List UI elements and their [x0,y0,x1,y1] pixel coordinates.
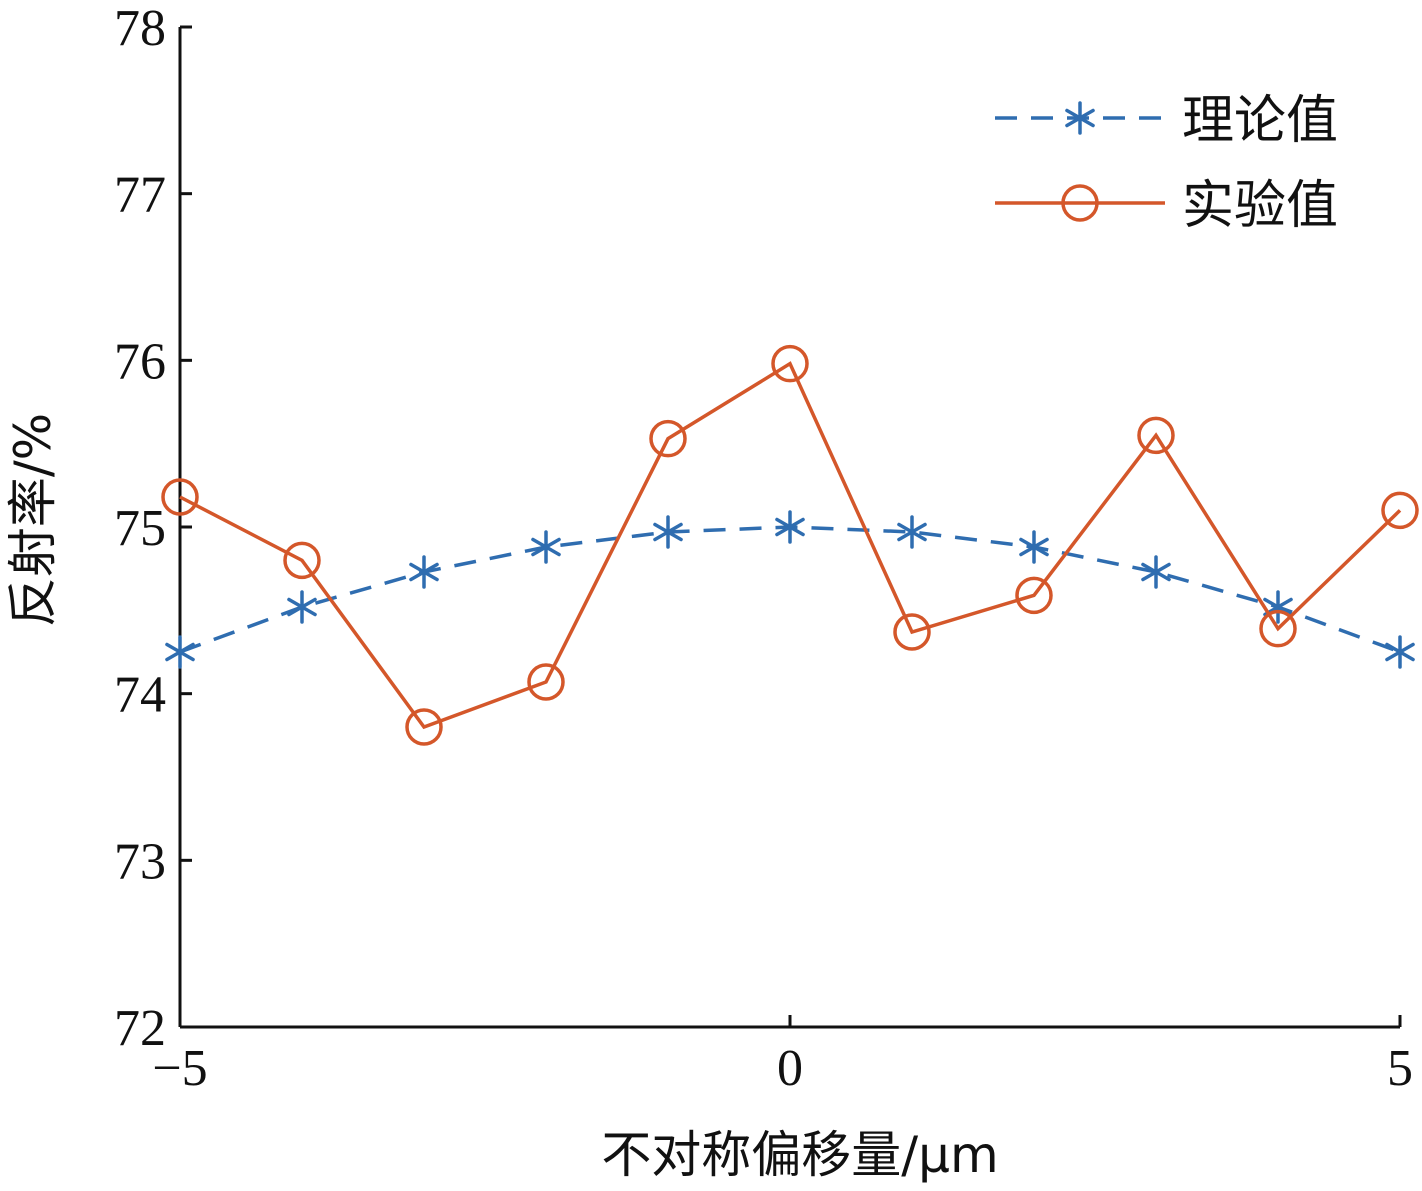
data-point-marker [771,344,809,383]
series-line [179,361,1402,730]
legend-item: 实验值 [995,176,1338,236]
data-point-marker [653,515,683,549]
data-point-marker [527,663,565,701]
x-tick-label: −5 [152,1040,207,1097]
legend-label: 实验值 [1182,176,1338,236]
y-tick-label: 75 [114,500,166,557]
data-point-marker [1137,416,1175,455]
y-axis-title: 反射率/% [4,413,62,627]
data-point-marker [165,635,195,669]
data-point-marker [405,708,443,746]
series-experiment [161,344,1419,746]
data-point-marker [1141,555,1171,589]
x-tick-label: 5 [1387,1040,1413,1097]
y-tick-label: 78 [114,0,166,57]
y-tick-label: 72 [114,1000,166,1057]
x-axis-title: 不对称偏移量/μm [601,1126,998,1184]
series-theory [165,510,1415,669]
legend-item: 理论值 [995,91,1338,151]
data-point-marker [161,478,199,516]
y-tick-label: 73 [114,833,166,890]
data-point-marker [1015,576,1053,615]
data-point-marker [283,541,321,580]
data-point-marker [1019,530,1049,564]
data-point-marker [893,613,931,651]
legend-marker [1061,184,1099,222]
series-layer [161,344,1419,746]
data-point-marker [1385,635,1415,669]
data-point-marker [649,419,687,458]
data-point-marker [1259,609,1297,648]
series-line [179,525,1401,654]
y-tick-label: 74 [114,667,166,724]
legend-label: 理论值 [1182,91,1338,151]
data-point-marker [1381,491,1419,530]
data-point-marker [897,515,927,549]
y-tick-label: 77 [114,167,166,224]
data-point-marker [531,530,561,564]
data-point-marker [287,590,317,624]
data-point-marker [775,510,805,544]
data-point-marker [409,555,439,589]
x-tick-label: 0 [777,1040,803,1097]
legend-marker [1065,101,1095,135]
y-axis-ticks: 72 73 74 75 76 77 78 [114,0,192,1057]
y-tick-label: 76 [114,333,166,390]
x-axis-ticks: −5 0 5 [152,1015,1413,1097]
